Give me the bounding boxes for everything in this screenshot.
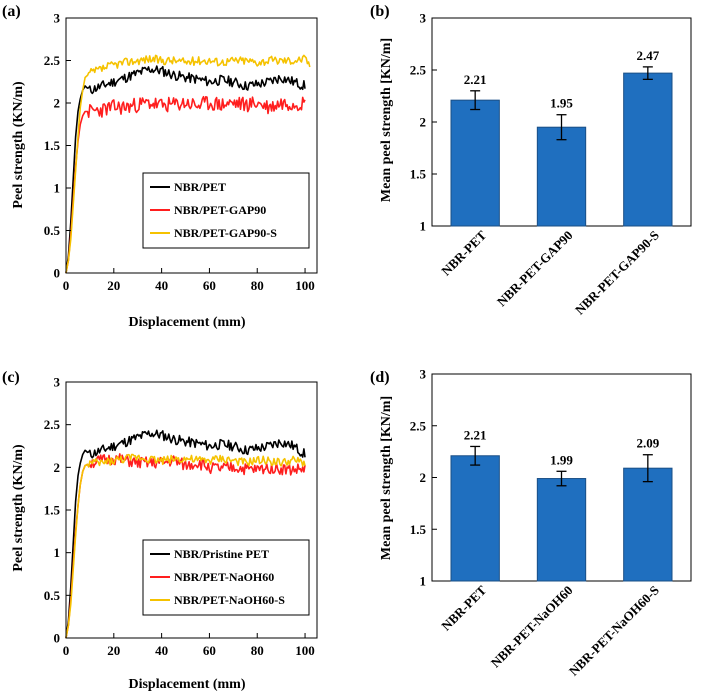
panel-b-bar-chart: (b) Mean peel strength [KN/m] 1 1.5 2 2.5 3 2… [370, 3, 692, 318]
legend-label: NBR/PET-GAP90 [174, 203, 266, 217]
legend-label: NBR/Pristine PET [174, 547, 269, 561]
x-tick-label: 0 [63, 278, 70, 293]
y-axis-title-b: Mean peel strength [KN/m] [379, 38, 394, 202]
y-tick-label: 2.5 [44, 417, 61, 432]
legend-box [142, 539, 310, 616]
y-tick-label: 1.5 [44, 503, 61, 518]
bar-1 [450, 455, 500, 582]
panel-label-a: (a) [2, 3, 21, 20]
y-tick-label: 1 [54, 545, 61, 560]
y-axis-title-c: Peel strength (KN/m) [11, 444, 26, 572]
series-line-1 [65, 65, 306, 274]
category-label: NBR-PET-GAP90-S [572, 228, 662, 318]
value-label: 1.99 [550, 452, 573, 467]
bar-2 [536, 478, 587, 582]
x-tick-label: 20 [107, 278, 120, 293]
y-tick-label: 2.5 [410, 418, 427, 433]
y-tick-label: 1 [420, 219, 427, 234]
x-tick-label: 40 [155, 278, 168, 293]
y-tick-label: 0.5 [44, 223, 61, 238]
x-tick-label: 80 [251, 278, 264, 293]
x-tick-label: 40 [155, 643, 168, 658]
legend-label: NBR/PET-NaOH60-S [174, 593, 285, 607]
bar-3 [623, 72, 673, 227]
x-axis-title-a: Displacement (mm) [128, 315, 245, 330]
y-tick-label: 2 [54, 96, 61, 111]
panel-label-d: (d) [370, 369, 390, 386]
x-tick-label: 20 [107, 643, 120, 658]
x-tick-label: 100 [295, 643, 315, 658]
y-tick-label: 1 [54, 181, 61, 196]
y-axis-title-d: Mean peel strength [KN/m] [379, 396, 394, 560]
y-tick-label: 0.5 [44, 588, 61, 603]
series-line-1 [65, 429, 306, 639]
value-label: 2.09 [636, 436, 659, 451]
category-label: NBR-PET-NaOH60-S [566, 583, 662, 679]
x-tick-label: 60 [203, 278, 216, 293]
legend-label: NBR/PET [174, 180, 226, 194]
panel-label-c: (c) [2, 369, 20, 386]
x-axis-title-c: Displacement (mm) [128, 677, 245, 692]
value-label: 1.95 [550, 96, 573, 111]
category-label: NBR-PET [438, 582, 489, 633]
y-tick-label: 2.5 [410, 63, 427, 78]
x-tick-label: 0 [63, 643, 70, 658]
category-label: NBR-PET [438, 227, 489, 278]
bar-3 [623, 467, 673, 582]
y-tick-label: 2 [420, 470, 427, 485]
y-tick-label: 3 [420, 11, 427, 26]
category-label: NBR-PET-NaOH60 [488, 583, 576, 671]
bar-2 [536, 126, 587, 227]
series-line-2 [65, 95, 306, 274]
legend-label: NBR/PET-NaOH60 [174, 570, 274, 584]
bar-1 [450, 99, 500, 227]
x-tick-label: 60 [203, 643, 216, 658]
y-tick-label: 3 [54, 11, 61, 26]
series-line-3 [65, 453, 306, 639]
y-tick-label: 1.5 [410, 167, 427, 182]
value-label: 2.47 [636, 48, 659, 63]
y-tick-label: 0 [54, 631, 61, 646]
y-tick-label: 3 [420, 367, 427, 382]
legend-label: NBR/PET-GAP90-S [174, 226, 277, 240]
y-tick-label: 1 [420, 574, 427, 589]
y-tick-label: 2.5 [44, 53, 61, 68]
legend-box [142, 172, 310, 249]
y-tick-label: 2 [54, 460, 61, 475]
panel-d-bar-chart: (d) Mean peel strength [KN/m] 1 1.5 2 2.5 3 2… [370, 367, 692, 679]
category-label: NBR-PET-GAP90 [494, 228, 576, 310]
panel-label-b: (b) [370, 3, 390, 20]
panel-a-line-chart: (a) Peel strength (KN/m) Displacement (m… [2, 3, 318, 330]
value-label: 2.21 [464, 427, 487, 442]
y-tick-label: 3 [54, 375, 61, 390]
series-line-3 [65, 54, 311, 274]
x-tick-label: 80 [251, 643, 264, 658]
y-tick-label: 0 [54, 266, 61, 281]
y-tick-label: 1.5 [44, 138, 61, 153]
y-tick-label: 2 [420, 115, 427, 130]
y-axis-title-a: Peel strength (KN/m) [11, 81, 26, 209]
y-tick-label: 1.5 [410, 522, 427, 537]
x-tick-label: 100 [295, 278, 315, 293]
value-label: 2.21 [464, 72, 487, 87]
panel-c-line-chart: (c) Peel strength (KN/m) Displacement (m… [2, 369, 318, 692]
